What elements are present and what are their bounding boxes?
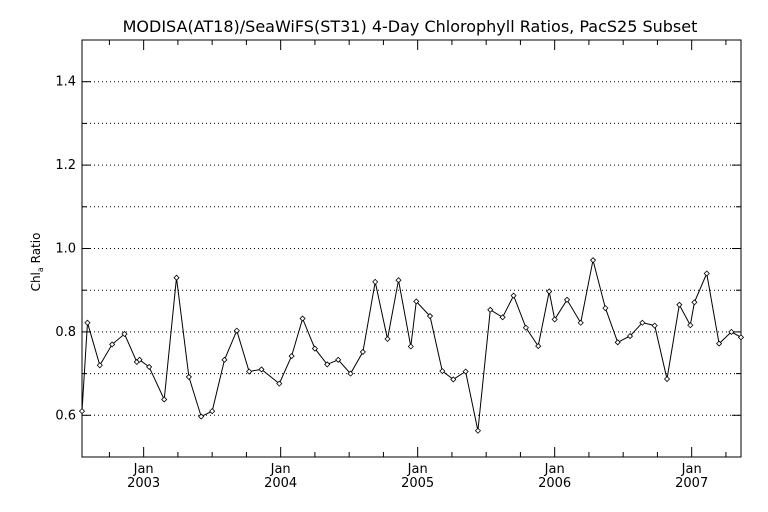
data-point-marker <box>577 319 584 326</box>
data-point-marker <box>258 366 265 373</box>
y-tick-label: 0.8 <box>55 325 76 340</box>
data-point-marker <box>221 356 228 363</box>
data-point-marker <box>551 316 558 323</box>
data-point-marker <box>395 277 402 284</box>
data-point-marker <box>413 298 420 305</box>
data-point-marker <box>426 312 434 320</box>
data-point-marker <box>535 343 542 350</box>
data-point-marker <box>639 319 646 326</box>
x-tick-label-month: Jan <box>270 462 291 477</box>
data-point-marker <box>246 368 253 375</box>
data-point-marker <box>602 305 609 312</box>
x-tick-label-year: 2007 <box>675 476 708 491</box>
data-point-marker <box>372 278 379 285</box>
data-point-marker <box>439 368 446 375</box>
axis-layer: 0.60.81.01.21.4Jan2003Jan2004Jan2005Jan2… <box>55 39 742 491</box>
data-point-marker <box>563 296 571 303</box>
data-point-marker <box>614 339 621 346</box>
data-point-marker <box>546 288 553 295</box>
data-point-marker <box>737 334 745 341</box>
data-point-marker <box>288 353 295 360</box>
data-point-marker <box>450 376 457 383</box>
data-point-marker <box>522 324 529 331</box>
y-axis-label: Chla Ratio <box>29 233 45 292</box>
data-point-marker <box>311 345 318 352</box>
data-point-marker <box>663 375 671 383</box>
x-tick-label-year: 2006 <box>538 476 571 491</box>
x-tick-label-month: Jan <box>133 462 154 477</box>
data-point-marker <box>626 333 634 340</box>
data-point-marker <box>96 362 103 369</box>
data-point-marker <box>510 292 517 299</box>
data-point-marker <box>407 343 414 350</box>
data-point-marker <box>687 322 694 329</box>
series-line <box>81 260 742 431</box>
data-point-marker <box>161 396 168 403</box>
data-point-marker <box>78 408 86 415</box>
x-tick-label-year: 2005 <box>401 476 434 491</box>
data-point-marker <box>209 408 216 415</box>
data-point-marker <box>728 328 735 335</box>
data-point-marker <box>84 319 91 326</box>
data-point-marker <box>324 361 331 368</box>
data-point-marker <box>676 301 683 308</box>
data-point-marker <box>703 270 710 277</box>
x-tick-label-year: 2003 <box>127 476 160 491</box>
data-point-marker <box>299 315 306 322</box>
x-tick-label-month: Jan <box>407 462 428 477</box>
data-point-marker <box>335 356 342 363</box>
x-tick-label-month: Jan <box>544 462 565 477</box>
series-layer <box>78 257 745 434</box>
y-tick-label: 1.0 <box>55 242 76 257</box>
data-point-marker <box>233 327 240 334</box>
x-tick-label-year: 2004 <box>264 476 297 491</box>
data-point-marker <box>109 341 116 348</box>
data-point-marker <box>347 370 354 377</box>
data-point-marker <box>499 314 506 321</box>
data-point-marker <box>136 356 143 363</box>
data-point-marker <box>474 427 482 434</box>
data-point-marker <box>276 380 283 387</box>
data-point-marker <box>173 274 180 281</box>
chart-title: MODISA(AT18)/SeaWiFS(ST31) 4-Day Chlorop… <box>123 17 698 36</box>
y-tick-label: 1.4 <box>55 75 76 90</box>
data-point-marker <box>146 363 153 370</box>
data-point-marker <box>185 373 192 381</box>
data-point-marker <box>589 257 597 264</box>
data-point-marker <box>716 340 723 347</box>
data-point-marker <box>691 299 698 306</box>
data-point-marker <box>359 348 366 355</box>
y-tick-label: 1.2 <box>55 158 76 173</box>
grid-layer <box>82 81 741 416</box>
x-tick-label-month: Jan <box>681 462 702 477</box>
data-point-marker <box>651 322 658 329</box>
y-tick-label: 0.6 <box>55 408 76 423</box>
data-point-marker <box>487 306 494 313</box>
data-point-marker <box>121 330 128 338</box>
data-point-marker <box>384 335 391 343</box>
data-point-marker <box>198 413 205 420</box>
data-point-marker <box>462 368 469 375</box>
